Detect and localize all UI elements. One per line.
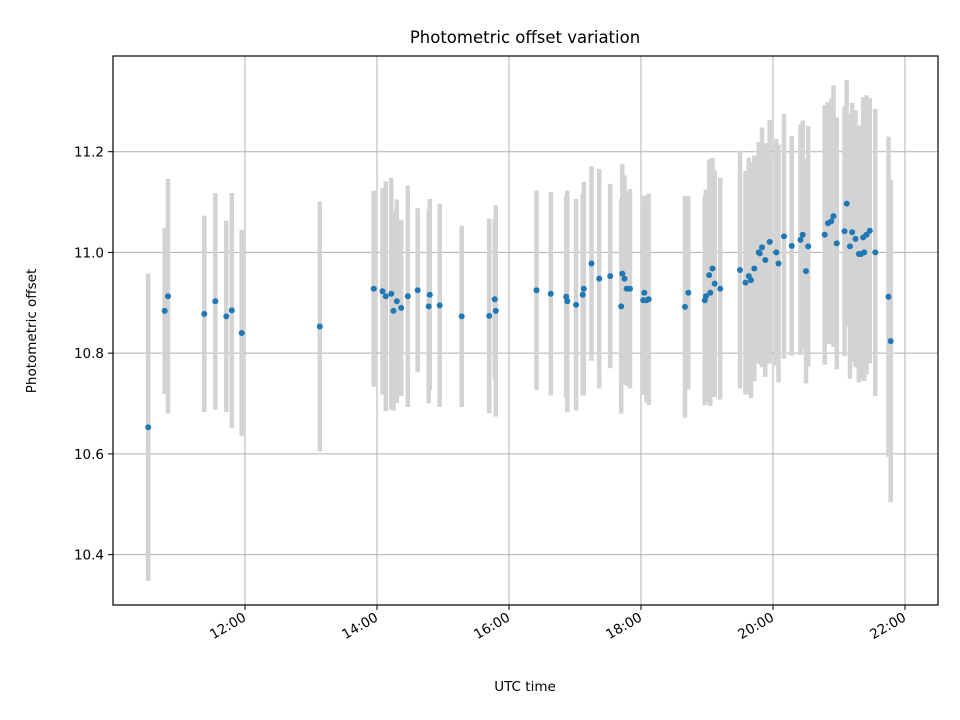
- chart-title: Photometric offset variation: [410, 28, 640, 47]
- data-point: [404, 293, 411, 300]
- data-point: [579, 291, 586, 298]
- data-point: [161, 307, 168, 314]
- data-point: [797, 236, 804, 243]
- data-point: [596, 275, 603, 282]
- data-point: [618, 303, 625, 310]
- data-point: [201, 310, 208, 317]
- data-point: [573, 301, 580, 308]
- data-point: [533, 287, 540, 294]
- data-point: [486, 312, 493, 319]
- data-point: [436, 302, 443, 309]
- data-point: [212, 298, 219, 305]
- data-point: [863, 231, 870, 238]
- data-point: [861, 249, 868, 256]
- x-tick-label: 20:00: [735, 610, 777, 643]
- data-point: [872, 249, 879, 256]
- data-point: [737, 267, 743, 274]
- y-tick-label: 10.6: [74, 447, 104, 463]
- data-point: [316, 323, 323, 330]
- data-point: [762, 256, 769, 263]
- data-point: [370, 285, 377, 292]
- data-point: [711, 280, 718, 287]
- y-tick-label: 10.8: [74, 346, 104, 362]
- data-point: [805, 243, 812, 250]
- x-tick-label: 18:00: [603, 610, 645, 643]
- x-tick-label: 16:00: [471, 610, 513, 643]
- data-point: [547, 290, 554, 297]
- data-point: [709, 265, 716, 272]
- data-point: [682, 303, 688, 310]
- data-point: [759, 244, 765, 251]
- data-point: [742, 279, 749, 286]
- data-point: [388, 290, 395, 297]
- data-point: [425, 303, 432, 310]
- y-axis-label: Photometric offset: [24, 269, 40, 393]
- x-axis-label: UTC time: [494, 679, 556, 695]
- data-point: [843, 200, 850, 207]
- data-point: [707, 289, 714, 296]
- data-point: [645, 296, 652, 303]
- data-point: [717, 285, 724, 292]
- data-points: [145, 200, 894, 431]
- grid: [113, 56, 938, 605]
- y-tick-label: 10.4: [74, 548, 104, 564]
- plot-frame: [112, 55, 939, 606]
- data-point: [398, 304, 405, 311]
- data-point: [828, 218, 835, 225]
- data-point: [379, 288, 386, 295]
- data-point: [803, 268, 809, 275]
- y-tick-label: 11.0: [74, 245, 104, 261]
- data-point: [621, 275, 628, 282]
- data-point: [564, 298, 571, 305]
- data-point: [588, 260, 595, 267]
- data-point: [627, 285, 633, 292]
- error-bars: [145, 80, 893, 581]
- data-point: [607, 273, 614, 280]
- data-point: [393, 298, 400, 305]
- data-point: [885, 293, 892, 300]
- data-point: [799, 231, 806, 238]
- data-point: [165, 293, 171, 300]
- data-point: [390, 307, 397, 314]
- data-point: [563, 293, 570, 300]
- data-point: [748, 277, 754, 284]
- y-tick-label: 11.2: [74, 145, 104, 161]
- data-point: [238, 330, 245, 337]
- data-point: [756, 250, 763, 257]
- data-point: [773, 249, 780, 256]
- data-point: [382, 293, 389, 300]
- data-point: [619, 270, 626, 277]
- data-point: [685, 289, 692, 296]
- data-point: [458, 313, 465, 320]
- data-point: [145, 424, 152, 431]
- data-point: [887, 338, 894, 345]
- data-point: [702, 293, 709, 300]
- data-point: [766, 238, 773, 245]
- data-point: [866, 227, 873, 234]
- data-point: [830, 213, 837, 220]
- x-tick-label: 22:00: [867, 610, 909, 643]
- x-tick-label: 14:00: [339, 610, 381, 643]
- data-point: [775, 260, 782, 267]
- data-point: [223, 313, 230, 320]
- data-point: [706, 272, 713, 279]
- x-tick-label: 12:00: [207, 610, 249, 643]
- data-point: [852, 235, 859, 242]
- data-point: [492, 307, 499, 314]
- data-point: [841, 228, 848, 235]
- data-point: [426, 291, 433, 298]
- data-point: [228, 307, 235, 314]
- data-point: [751, 265, 758, 272]
- data-point: [821, 231, 828, 238]
- data-point: [580, 285, 587, 292]
- data-point: [491, 296, 498, 303]
- data-point: [847, 243, 853, 250]
- data-point: [849, 229, 856, 236]
- data-point: [833, 240, 840, 247]
- data-point: [788, 242, 795, 249]
- data-point: [414, 287, 421, 294]
- data-point: [641, 289, 648, 296]
- data-point: [781, 233, 787, 240]
